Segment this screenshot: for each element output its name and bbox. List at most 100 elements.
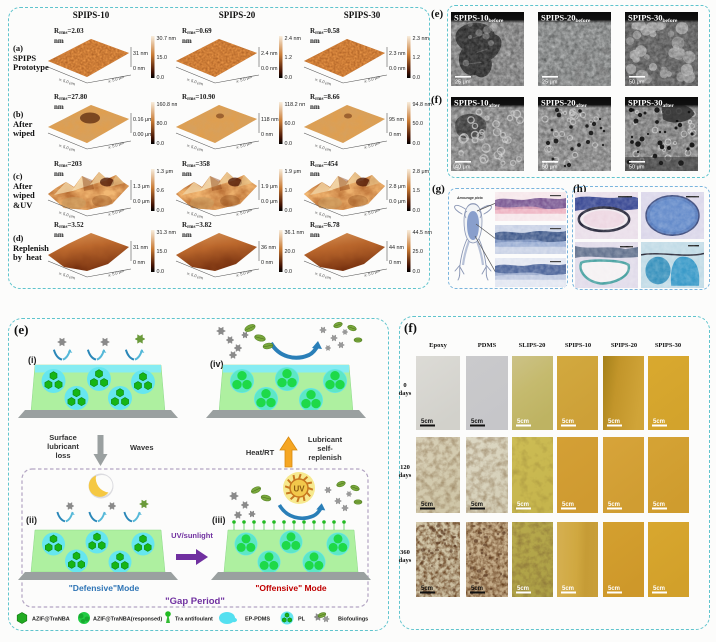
svg-text:x: 5.0 μm: x: 5.0 μm [107,207,125,217]
svg-text:5cm: 5cm [421,419,433,425]
svg-text:SPIPS-10after: SPIPS-10after [454,98,500,110]
svg-text:40 μm: 40 μm [455,165,471,171]
svg-text:x: 5.0 μm: x: 5.0 μm [58,77,76,87]
svg-text:0.0: 0.0 [413,141,421,146]
svg-text:20.0: 20.0 [285,249,296,255]
svg-text:5cm: 5cm [471,419,483,425]
svg-text:25.0: 25.0 [413,249,424,255]
svg-text:5cm: 5cm [608,419,620,425]
svg-text:(i): (i) [28,355,37,365]
svg-text:0.0 μm: 0.0 μm [261,199,278,205]
svg-text:x: 5.0 μm: x: 5.0 μm [58,143,76,153]
svg-text:118.2 nm: 118.2 nm [285,102,306,108]
svg-text:0 nm: 0 nm [389,260,401,266]
svg-text:0.0: 0.0 [413,208,421,213]
svg-text:UV: UV [293,485,305,494]
svg-text:1.5: 1.5 [413,188,421,194]
svg-text:x: 5.0 μm: x: 5.0 μm [235,268,253,278]
svg-text:36.1 nm: 36.1 nm [285,230,305,236]
svg-text:x: 5.0 μm: x: 5.0 μm [314,210,332,220]
svg-text:Lubricant: Lubricant [308,435,343,444]
svg-text:SPIPS-20after: SPIPS-20after [541,98,587,110]
svg-text:50 μm: 50 μm [542,165,558,171]
svg-text:(iii): (iii) [212,515,226,525]
svg-text:x: 5.0 μm: x: 5.0 μm [235,74,253,84]
svg-text:25 μm: 25 μm [542,80,558,86]
svg-text:x: 5.0 μm: x: 5.0 μm [107,74,125,84]
svg-text:0 nm: 0 nm [261,260,273,266]
svg-text:1.3 μm: 1.3 μm [157,169,174,175]
svg-text:94.8 nm: 94.8 nm [413,102,433,108]
svg-text:0.0: 0.0 [413,75,421,80]
svg-text:118 nm: 118 nm [261,117,279,123]
svg-text:2.3 nm: 2.3 nm [389,51,406,57]
svg-text:x: 5.0 μm: x: 5.0 μm [58,210,76,220]
svg-text:5cm: 5cm [562,586,574,592]
svg-text:0.0 μm: 0.0 μm [389,199,406,205]
svg-text:x: 5.0 μm: x: 5.0 μm [363,207,381,217]
svg-text:x: 5.0 μm: x: 5.0 μm [314,271,332,281]
svg-text:Surface: Surface [49,433,77,442]
svg-text:UV/sunlight: UV/sunlight [171,531,213,540]
svg-text:5cm: 5cm [471,586,483,592]
svg-text:0 nm: 0 nm [133,260,145,266]
svg-text:x: 5.0 μm: x: 5.0 μm [363,74,381,84]
svg-text:x: 5.0 μm: x: 5.0 μm [186,271,204,281]
svg-text:x: 5.0 μm: x: 5.0 μm [107,268,125,278]
svg-text:x: 5.0 μm: x: 5.0 μm [235,207,253,217]
svg-text:2.4 nm: 2.4 nm [285,36,302,42]
svg-text:SPIPS-30before: SPIPS-30before [628,13,678,25]
svg-text:x: 5.0 μm: x: 5.0 μm [314,143,332,153]
svg-text:(iv): (iv) [210,359,224,369]
svg-text:Waves: Waves [130,443,154,452]
svg-text:5cm: 5cm [421,586,433,592]
svg-text:2.8 μm: 2.8 μm [413,169,430,175]
svg-text:5cm: 5cm [517,502,529,508]
svg-text:31 nm: 31 nm [133,245,148,251]
svg-text:AZIF@TraNBA(responsed): AZIF@TraNBA(responsed) [93,617,162,623]
svg-text:0.0: 0.0 [285,141,293,146]
svg-text:x: 5.0 μm: x: 5.0 μm [107,140,125,150]
svg-text:SPIPS-10before: SPIPS-10before [454,13,504,25]
svg-text:2.4 nm: 2.4 nm [261,51,278,57]
svg-text:1.0: 1.0 [285,188,293,194]
svg-text:AZIF@TraNBA: AZIF@TraNBA [32,617,70,623]
svg-text:"Defensive"Mode: "Defensive"Mode [69,583,140,593]
svg-text:5cm: 5cm [421,502,433,508]
svg-text:Amourage picta: Amourage picta [456,196,483,200]
svg-text:5cm: 5cm [653,586,665,592]
svg-text:50 μm: 50 μm [629,165,645,171]
svg-text:5cm: 5cm [608,586,620,592]
svg-text:15.0: 15.0 [157,249,168,255]
svg-text:1.3 μm: 1.3 μm [133,184,150,190]
svg-text:SPIPS-30after: SPIPS-30after [628,98,674,110]
svg-text:x: 5.0 μm: x: 5.0 μm [363,140,381,150]
svg-text:44.5 nm: 44.5 nm [413,230,433,236]
svg-text:44 nm: 44 nm [389,245,404,251]
svg-text:25 μm: 25 μm [455,80,471,86]
svg-text:x: 5.0 μm: x: 5.0 μm [186,210,204,220]
svg-text:15.0: 15.0 [157,55,168,61]
svg-text:0.0: 0.0 [157,208,165,213]
svg-text:0.0: 0.0 [413,269,421,274]
svg-text:x: 5.0 μm: x: 5.0 μm [186,143,204,153]
svg-text:Biofoulings: Biofoulings [338,617,368,623]
svg-text:0.16 μm: 0.16 μm [133,117,153,123]
svg-text:0.0 nm: 0.0 nm [389,66,406,72]
svg-text:0.00 μm: 0.00 μm [133,132,153,138]
svg-text:Tra antifoulant: Tra antifoulant [175,617,213,623]
svg-text:x: 5.0 μm: x: 5.0 μm [235,140,253,150]
svg-text:0.6: 0.6 [157,188,165,194]
svg-text:0.0: 0.0 [285,208,293,213]
svg-text:self-: self- [317,444,333,453]
svg-text:80.0: 80.0 [157,121,168,127]
svg-text:x: 5.0 μm: x: 5.0 μm [363,268,381,278]
svg-text:0.0 μm: 0.0 μm [133,199,150,205]
svg-text:2.3 nm: 2.3 nm [413,36,430,42]
svg-text:5cm: 5cm [517,586,529,592]
svg-text:1.2: 1.2 [413,55,421,61]
svg-text:0 nm: 0 nm [261,132,273,138]
svg-text:0.0 nm: 0.0 nm [261,66,278,72]
svg-text:1.9 μm: 1.9 μm [285,169,302,175]
svg-text:PL: PL [298,617,306,623]
